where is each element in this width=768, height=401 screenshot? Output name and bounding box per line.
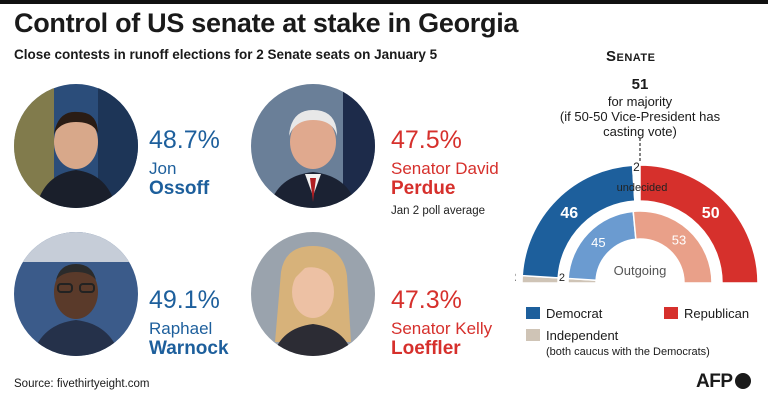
outgoing-label: Outgoing xyxy=(614,263,667,278)
undecided-label: undecided xyxy=(617,182,668,194)
afp-logo: AFP xyxy=(696,371,751,393)
legend-democrat-label: Democrat xyxy=(546,306,603,321)
ossoff-pct: 48.7% xyxy=(149,126,220,154)
candidate-warnock: 49.1% Raphael Warnock xyxy=(149,286,229,360)
loeffler-last-name: Loeffler xyxy=(391,338,461,360)
perdue-pct: 47.5% xyxy=(391,126,462,154)
chart-title: Control of US senate at stake in Georgia xyxy=(14,8,519,38)
ossoff-photo xyxy=(14,84,138,208)
outgoing-label-independent: 2 xyxy=(559,272,565,284)
legend-independent-label: Independent xyxy=(546,328,619,343)
legend-republican: Republican xyxy=(664,306,749,321)
senate-label-undecided: 2 xyxy=(633,160,640,174)
candidate-perdue: 47.5% Senator David Perdue Jan 2 poll av… xyxy=(391,126,499,218)
majority-number: 51 xyxy=(631,76,649,93)
outgoing-label-democrat: 45 xyxy=(591,235,605,250)
ossoff-last-name: Ossoff xyxy=(149,178,210,200)
senate-label-democrat: 46 xyxy=(560,205,578,222)
outgoing-slice-republican xyxy=(632,210,713,284)
perdue-first-name: Senator David xyxy=(391,158,499,178)
majority-note: (if 50-50 Vice-President has casting vot… xyxy=(559,109,721,140)
legend-independent: Independent xyxy=(526,328,618,343)
legend-republican-label: Republican xyxy=(684,306,750,321)
senate-half-donut-chart: 2 46 2 50 2 45 53 undecided Outgoing xyxy=(515,135,759,284)
chart-subtitle: Close contests in runoff elections for 2… xyxy=(14,47,438,62)
afp-logo-text: AFP xyxy=(696,371,733,392)
democrat-swatch xyxy=(526,307,540,319)
majority-annotation: 51 for majority (if 50-50 Vice-President… xyxy=(540,76,740,140)
majority-text: for majority xyxy=(607,93,673,109)
perdue-photo xyxy=(251,84,375,208)
ossoff-first-name: Jon xyxy=(149,158,177,178)
legend-independent-note: (both caucus with the Democrats) xyxy=(546,346,710,358)
top-rule xyxy=(0,0,768,4)
senate-slice-republican xyxy=(639,164,759,284)
republican-swatch xyxy=(664,307,678,319)
senate-label-independent: 2 xyxy=(515,270,516,284)
warnock-photo xyxy=(14,232,138,356)
afp-logo-dot xyxy=(734,373,751,389)
loeffler-pct: 47.3% xyxy=(391,286,462,314)
source-note: Source: fivethirtyeight.com xyxy=(14,378,150,390)
poll-note: Jan 2 poll average xyxy=(391,205,485,218)
senate-title: Senate xyxy=(606,48,656,65)
outgoing-label-republican: 53 xyxy=(672,233,686,248)
perdue-last-name: Perdue xyxy=(391,178,456,200)
loeffler-first-name: Senator Kelly xyxy=(391,318,493,338)
legend-democrat: Democrat xyxy=(526,306,602,321)
candidate-loeffler: 47.3% Senator Kelly Loeffler xyxy=(391,286,492,360)
senate-label-republican: 50 xyxy=(702,205,720,222)
warnock-first-name: Raphael xyxy=(149,318,213,338)
warnock-pct: 49.1% xyxy=(149,286,220,314)
loeffler-photo xyxy=(251,232,375,356)
warnock-last-name: Warnock xyxy=(149,338,229,360)
candidate-ossoff: 48.7% Jon Ossoff xyxy=(149,126,220,200)
independent-swatch xyxy=(526,329,540,341)
